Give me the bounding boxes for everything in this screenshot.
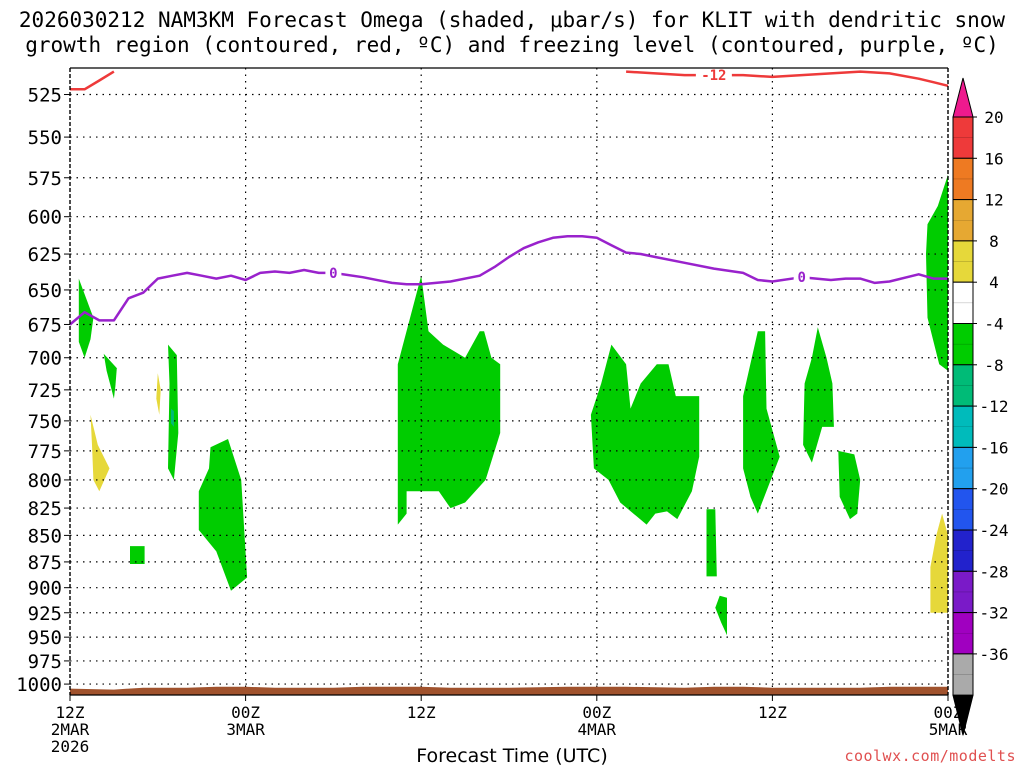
x-axis-label: Forecast Time (UTC)	[416, 745, 608, 767]
x-tick-label-1-0: 00Z	[231, 703, 260, 722]
omega-region-1-2	[930, 513, 948, 613]
y-tick-label-625: 625	[28, 244, 62, 266]
omega-region-0-9	[715, 595, 727, 636]
omega-region-0-10	[803, 327, 834, 463]
x-tick-label-5-1: 5MAR	[929, 720, 968, 739]
x-tick-label-0-2: 2026	[51, 737, 90, 756]
x-tick-label-0-0: 12Z	[56, 703, 85, 722]
omega-region-0-6	[590, 344, 700, 525]
chart-title-line-2: growth region (contoured, red, ºC) and f…	[25, 33, 999, 57]
colorbar-label-9: -20	[980, 480, 1009, 499]
omega-region-0-1	[103, 353, 117, 399]
omega-region-0-3	[130, 546, 145, 564]
omega-region-0-5	[397, 275, 501, 525]
terrain-fill	[70, 686, 948, 695]
colorbar-label-2: 12	[984, 191, 1003, 210]
y-tick-label-600: 600	[28, 207, 62, 229]
colorbar-label-4: 4	[989, 273, 999, 292]
axes: 525 550 575 600 625 650 675 700 725 750 775 800 825 8…	[16, 67, 968, 756]
y-tick-label-950: 950	[28, 627, 62, 649]
x-tick-label-2-0: 12Z	[407, 703, 436, 722]
x-tick-label-1-1: 3MAR	[226, 720, 265, 739]
y-tick-label-750: 750	[28, 411, 62, 433]
x-tick-label-5-0: 00Z	[934, 703, 963, 722]
colorbar-label-5: -4	[984, 315, 1003, 334]
contour-label-bg-0	[325, 264, 342, 281]
omega-region-1-1	[156, 373, 161, 415]
contour-line-2	[626, 70, 949, 88]
colorbar-bottom-arrow	[952, 694, 974, 736]
y-tick-label-725: 725	[28, 380, 62, 402]
omega-region-0-11	[838, 450, 861, 520]
contour-line-0	[69, 235, 948, 326]
y-tick-label-525: 525	[28, 85, 62, 107]
gridlines	[70, 68, 948, 695]
y-tick-label-550: 550	[28, 127, 62, 149]
contour-label-bg-1	[793, 269, 810, 286]
colorbar-label-13: -36	[980, 645, 1009, 664]
colorbar-label-6: -8	[984, 356, 1003, 375]
contour-label-1: 0	[797, 270, 805, 286]
y-tick-label-650: 650	[28, 280, 62, 302]
chart-title-line-1: 2026030212 NAM3KM Forecast Omega (shaded…	[18, 8, 1006, 32]
colorbar-label-7: -12	[980, 397, 1009, 416]
contour-label-2: -12	[701, 68, 726, 84]
contour-layer: 0 0 -12	[69, 67, 949, 326]
y-tick-label-800: 800	[28, 470, 62, 492]
y-tick-label-775: 775	[28, 441, 62, 463]
y-tick-label-1000: 1000	[16, 674, 62, 696]
y-tick-label-900: 900	[28, 578, 62, 600]
y-tick-label-925: 925	[28, 603, 62, 625]
omega-shading-layer	[78, 174, 948, 636]
omega-region-0-0	[78, 278, 94, 358]
y-tick-label-675: 675	[28, 314, 62, 336]
omega-region-0-12	[926, 174, 948, 371]
y-tick-label-575: 575	[28, 168, 62, 190]
y-tick-label-825: 825	[28, 498, 62, 520]
x-tick-label-4-0: 12Z	[758, 703, 787, 722]
omega-region-1-0	[90, 414, 110, 492]
omega-region-0-8	[706, 509, 717, 577]
contour-line-1	[70, 70, 115, 91]
contour-label-bg-2	[695, 67, 732, 84]
x-tick-label-3-1: 4MAR	[578, 720, 617, 739]
colorbar-label-8: -16	[980, 438, 1009, 457]
colorbar-label-0: 20	[984, 108, 1003, 127]
omega-region-2-0	[171, 408, 174, 427]
colorbar-label-1: 16	[984, 149, 1003, 168]
omega-region-0-7	[743, 331, 780, 514]
x-tick-label-0-1: 2MAR	[51, 720, 90, 739]
y-tick-label-850: 850	[28, 525, 62, 547]
x-tick-label-3-0: 00Z	[582, 703, 611, 722]
colorbar: 20 16 12 8 4 -4 -8 -12 -16 -20 -24 -28 -32 -36	[952, 77, 1009, 736]
y-tick-label-700: 700	[28, 348, 62, 370]
y-tick-label-875: 875	[28, 552, 62, 574]
colorbar-top-arrow	[952, 77, 974, 118]
credit-link[interactable]: coolwx.com/modelts	[844, 747, 1016, 765]
omega-region-0-4	[198, 439, 248, 591]
terrain-layer	[70, 686, 948, 695]
colorbar-label-3: 8	[989, 232, 999, 251]
colorbar-label-10: -24	[980, 521, 1009, 540]
colorbar-label-12: -32	[980, 604, 1009, 623]
contour-label-0: 0	[329, 266, 337, 282]
y-tick-label-975: 975	[28, 651, 62, 673]
colorbar-label-11: -28	[980, 562, 1009, 581]
